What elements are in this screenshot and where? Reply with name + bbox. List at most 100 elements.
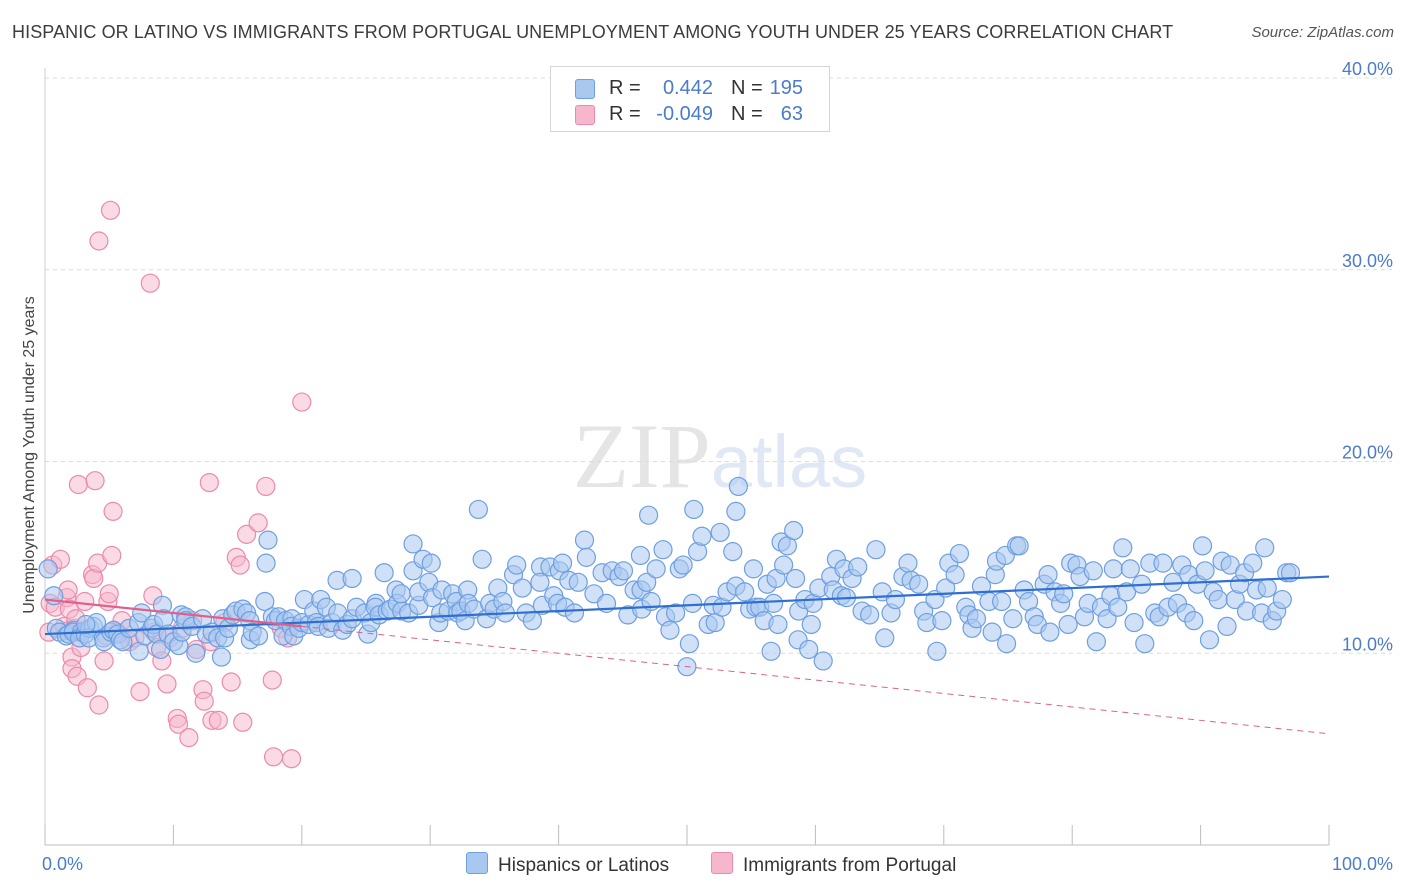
data-point [468,499,488,520]
legend-label: Immigrants from Portugal [743,855,957,876]
data-point [1192,536,1213,556]
data-point [168,714,189,734]
data-point [613,561,634,581]
data-point [530,572,550,592]
data-point [140,273,160,293]
data-point [637,572,657,592]
series-immigrants-from-portugal [39,200,312,769]
axes [44,68,1330,846]
data-point [221,672,241,692]
data-point [682,593,703,613]
data-point [1217,616,1237,637]
legend-item-hispanics: Hispanics or Latinos [466,852,669,877]
data-point [564,603,585,623]
data-point [860,605,880,625]
data-point [1038,565,1058,585]
data-point [866,540,886,560]
data-point [230,555,250,575]
data-point [157,674,177,694]
series-hispanics-or-latinos [38,476,1301,677]
data-point [292,392,312,412]
data-point [710,522,730,543]
data-point [89,695,109,715]
y-tick-label: 10.0% [1342,634,1393,654]
data-point [1255,538,1275,558]
grid [45,77,1392,654]
data-point [848,557,868,577]
data-point [421,553,441,573]
data-point [1153,553,1173,573]
data-point [1116,582,1137,602]
data-point [211,647,232,667]
stats-legend-row-pink: R = -0.049 N = 63 [551,101,829,127]
y-tick-labels: 10.0% 20.0% 30.0% 40.0% [1342,59,1393,654]
data-point [768,614,788,635]
data-point [1124,612,1144,633]
data-point [735,582,755,602]
data-point [1243,553,1263,573]
data-point [102,545,122,566]
data-point [248,626,269,646]
data-point [761,641,781,661]
data-point [679,634,700,654]
data-point [785,568,806,589]
data-point [898,553,918,573]
data-point [692,526,712,546]
data-point [1257,578,1277,598]
data-point [77,678,97,698]
n-value: 63 [780,103,803,125]
data-point [236,524,257,544]
data-point [256,553,276,573]
data-point [576,547,597,567]
y-tick-label: 30.0% [1342,251,1393,271]
data-point [660,620,680,640]
data-point [971,576,992,596]
data-point [726,501,746,521]
data-point [801,614,821,635]
data-point [199,472,219,493]
stats-legend: R = 0.442 N = 195 R = -0.049 N = 63 [550,66,830,132]
data-point [982,622,1002,642]
data-point [630,545,651,566]
data-point [522,611,542,631]
stats-legend-row-blue: R = 0.442 N = 195 [551,75,829,101]
trend-line-hispanics [44,575,1330,636]
data-point [76,614,96,635]
data-point [258,530,278,550]
trend-line-portugal-solid [44,598,302,628]
data-point [1003,609,1023,629]
data-point [996,634,1017,654]
data-point [1108,597,1128,617]
data-point [130,681,150,702]
data-point [103,501,123,521]
pink-swatch-icon [711,852,733,874]
trend-line-portugal-dashed [301,625,1330,735]
data-point [885,589,906,610]
data-point [507,555,527,575]
series-legend: Hispanics or Latinos Immigrants from Por… [0,852,1406,878]
data-point [673,555,693,575]
r-label: R = [609,77,641,99]
data-point [1195,561,1215,581]
data-point [100,200,121,220]
data-point [909,574,929,594]
data-point [85,471,105,491]
data-point [813,651,833,671]
data-point [75,591,95,612]
data-point [94,651,114,671]
r-label: R = [609,103,641,125]
pink-swatch-icon [575,105,595,125]
data-point [653,540,673,560]
data-point [208,710,228,730]
data-point [799,639,819,660]
data-point [927,641,947,661]
data-point [552,553,573,573]
data-point [665,603,686,623]
data-point [374,563,394,583]
trend-lines [44,575,1330,735]
data-point [233,712,253,732]
data-point [89,231,109,251]
data-point [1086,632,1107,652]
data-point [186,643,206,663]
